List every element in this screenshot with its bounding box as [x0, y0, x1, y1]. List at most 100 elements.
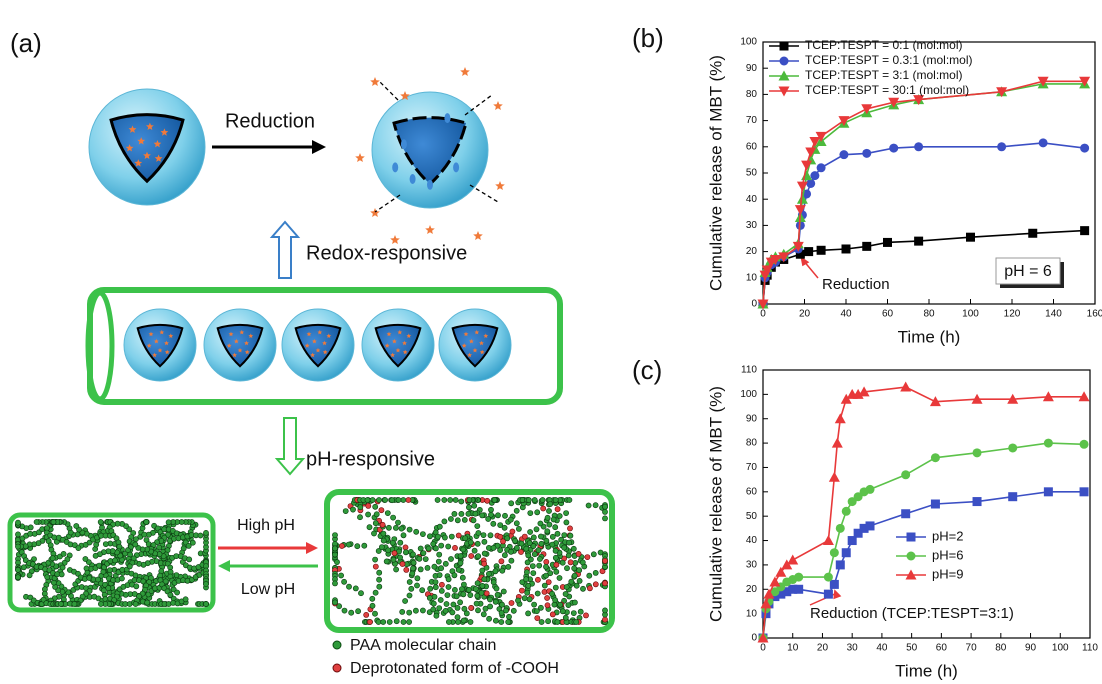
chain-bead	[480, 513, 485, 518]
chain-bead	[550, 612, 555, 617]
chain-bead	[414, 583, 419, 588]
chain-bead	[401, 533, 406, 538]
arrow-head	[218, 560, 230, 572]
chain-bead	[564, 510, 569, 515]
chain-bead	[560, 560, 565, 565]
chain-bead	[355, 544, 360, 549]
star	[460, 67, 470, 76]
chain-bead	[381, 538, 386, 543]
marker	[901, 509, 910, 518]
chain-bead	[591, 552, 596, 557]
x-tick-label: 0	[760, 309, 766, 320]
chain-bead	[332, 546, 337, 551]
chain-bead	[466, 587, 471, 592]
chain-bead	[585, 555, 590, 560]
marker	[832, 438, 843, 448]
chain-bead	[458, 553, 463, 558]
chain-bead	[396, 497, 401, 502]
y-tick-label: 10	[746, 272, 758, 283]
chain-bead	[373, 521, 378, 526]
y-tick-label: 20	[746, 584, 758, 595]
chain-bead	[427, 534, 432, 539]
chain-bead	[550, 542, 555, 547]
x-tick-label: 20	[799, 309, 811, 320]
chain-bead	[343, 509, 348, 514]
chain-bead	[602, 608, 607, 613]
marker	[842, 244, 851, 253]
panel-label: (c)	[632, 355, 662, 385]
panel-label: (b)	[632, 23, 664, 53]
chain-bead	[15, 520, 20, 525]
chain-bead	[203, 530, 208, 535]
chain-bead	[479, 590, 484, 595]
marker	[966, 233, 975, 242]
chain-bead	[532, 497, 537, 502]
chain-bead	[427, 595, 432, 600]
x-tick-label: 70	[966, 643, 978, 654]
chain-bead	[456, 567, 461, 572]
chain-bead	[381, 619, 386, 624]
star	[370, 77, 380, 86]
chain-bead	[602, 558, 607, 563]
chain-bead	[61, 551, 66, 556]
star	[425, 225, 435, 234]
marker	[842, 507, 851, 516]
chain-bead	[60, 565, 65, 570]
x-tick-label: 40	[840, 309, 852, 320]
chain-bead	[544, 573, 549, 578]
chain-bead	[534, 609, 539, 614]
chain-bead	[448, 556, 453, 561]
marker	[973, 448, 982, 457]
chain-bead	[432, 594, 437, 599]
chain-bead	[133, 542, 138, 547]
chain-bead	[187, 557, 192, 562]
chain-bead	[452, 511, 457, 516]
y-tick-label: 70	[746, 115, 758, 126]
chain-bead	[493, 599, 498, 604]
chain-bead	[455, 605, 460, 610]
chain-bead	[446, 584, 451, 589]
chain-bead	[175, 590, 180, 595]
chain-bead	[134, 584, 139, 589]
chain-bead	[445, 593, 450, 598]
label: Reduction	[225, 110, 315, 132]
marker	[931, 453, 940, 462]
chain-bead	[568, 533, 573, 538]
chain-bead	[539, 619, 544, 624]
chain-bead	[373, 557, 378, 562]
chain-bead	[468, 619, 473, 624]
chain-bead	[342, 608, 347, 613]
x-tick-label: 110	[1082, 643, 1098, 654]
chain-bead	[434, 613, 439, 618]
chain-bead	[391, 557, 396, 562]
chain-bead	[538, 534, 543, 539]
chain-bead	[509, 501, 514, 506]
chain-bead	[431, 541, 436, 546]
label: pH-responsive	[306, 448, 435, 470]
chain-bead	[357, 515, 362, 520]
chain-bead	[455, 619, 460, 624]
chain-bead	[367, 619, 372, 624]
y-tick-label: 80	[746, 438, 758, 449]
chain-bead	[524, 577, 529, 582]
y-axis-title: Cumulative release of MBT (%)	[706, 55, 725, 291]
chain-bead	[502, 513, 507, 518]
chain-bead	[509, 558, 514, 563]
chain-bead	[563, 591, 568, 596]
chain-bead	[469, 605, 474, 610]
chain-bead	[15, 544, 20, 549]
chain-bead	[572, 600, 577, 605]
chain-bead	[407, 619, 412, 624]
chain-bead	[431, 607, 436, 612]
chain-bead	[437, 552, 442, 557]
chain-bead	[503, 608, 508, 613]
chain-bead	[112, 558, 117, 563]
chain-bead	[106, 586, 111, 591]
chain-bead	[499, 559, 504, 564]
marker	[1080, 144, 1089, 153]
chain-bead	[413, 608, 418, 613]
chain-bead	[586, 503, 591, 508]
y-tick-label: 20	[746, 246, 758, 257]
chain-bead	[420, 532, 425, 537]
chain-bead	[553, 598, 558, 603]
